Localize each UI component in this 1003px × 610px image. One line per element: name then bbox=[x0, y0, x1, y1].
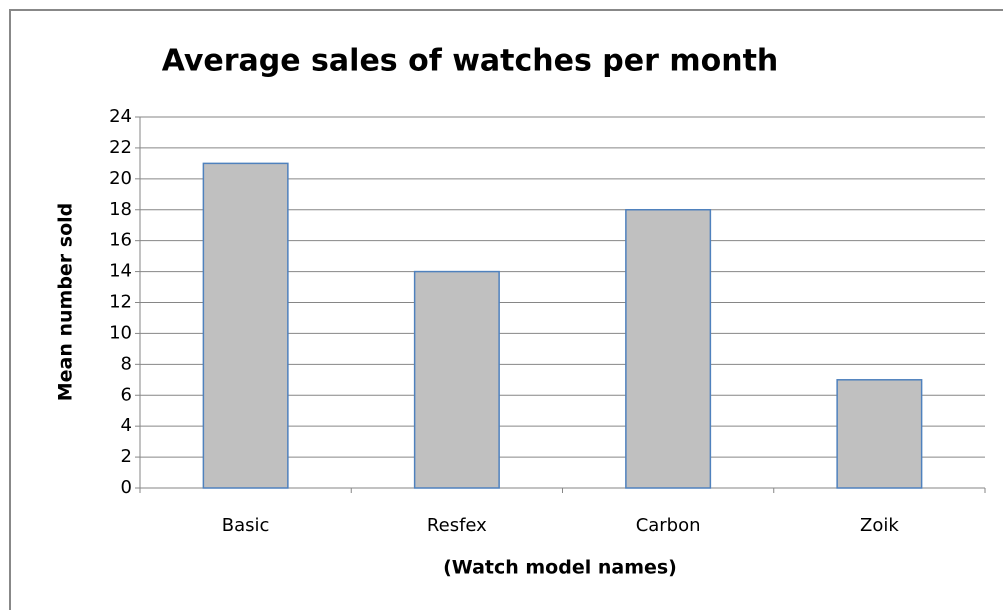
y-axis-title: Mean number sold bbox=[55, 203, 77, 402]
y-tick-label: 16 bbox=[109, 230, 132, 251]
y-tick-label: 14 bbox=[109, 261, 132, 282]
bar bbox=[413, 270, 500, 489]
y-tick-label: 2 bbox=[121, 446, 132, 467]
chart-frame bbox=[9, 9, 1003, 610]
chart-title: Average sales of watches per month bbox=[162, 44, 779, 79]
y-tick-label: 22 bbox=[109, 137, 132, 158]
y-tick-label: 20 bbox=[109, 168, 132, 189]
x-tick-label: Resfex bbox=[427, 515, 487, 536]
x-tick-label: Basic bbox=[222, 515, 270, 536]
x-tick-label: Carbon bbox=[636, 515, 701, 536]
x-axis-title: (Watch model names) bbox=[443, 557, 677, 579]
bar bbox=[625, 209, 712, 489]
y-tick-label: 10 bbox=[109, 322, 132, 343]
y-tick-label: 6 bbox=[121, 384, 132, 405]
y-tick-label: 4 bbox=[121, 415, 132, 436]
y-tick-label: 12 bbox=[109, 292, 132, 313]
bar bbox=[836, 379, 923, 489]
y-tick-label: 0 bbox=[121, 477, 132, 498]
x-tick-label: Zoik bbox=[860, 515, 899, 536]
y-tick-label: 8 bbox=[121, 353, 132, 374]
y-tick-label: 18 bbox=[109, 199, 132, 220]
y-tick-label: 24 bbox=[109, 106, 132, 127]
bar bbox=[202, 162, 289, 489]
